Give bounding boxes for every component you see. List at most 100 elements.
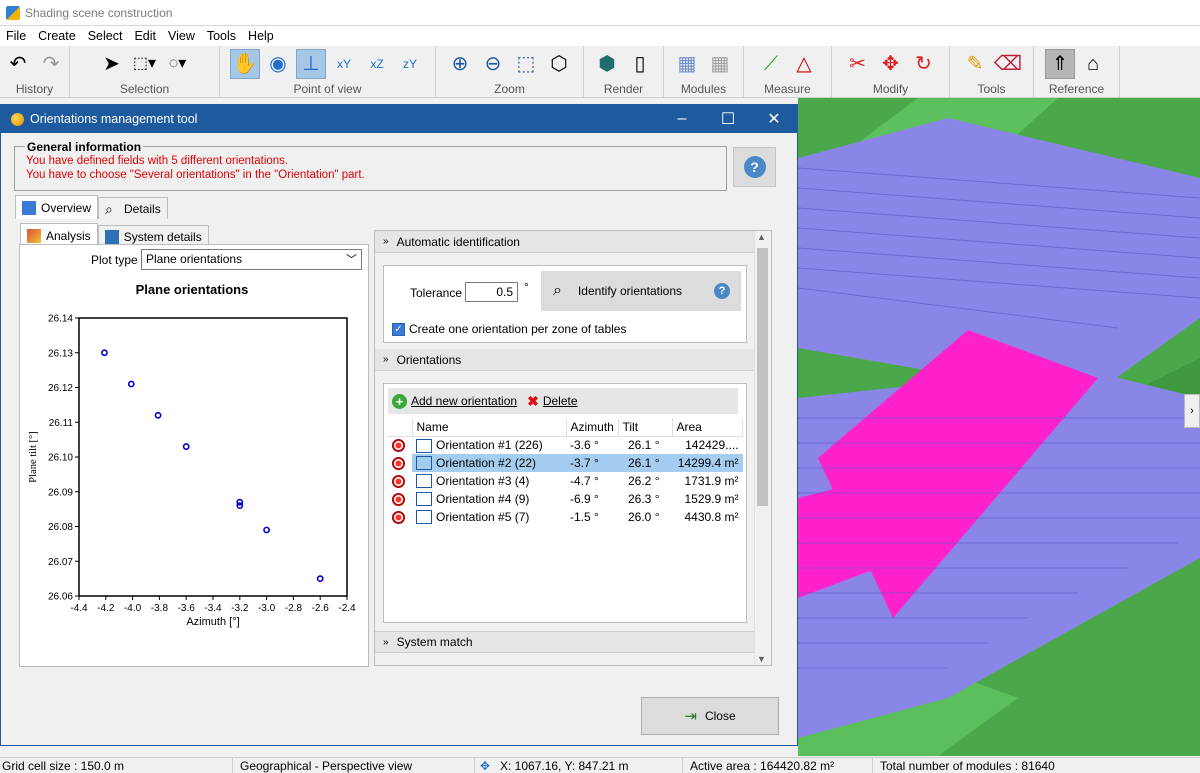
- identify-orientations-button[interactable]: ⌕ Identify orientations ?: [541, 271, 741, 311]
- measure-distance-icon[interactable]: ⟋: [764, 53, 778, 75]
- zoom-fit-icon[interactable]: ⬡: [550, 53, 568, 75]
- toolbar-label-tools: Tools: [977, 82, 1006, 96]
- toolbar-group-history: ↶ ↷ History: [0, 46, 70, 98]
- col-azimuth[interactable]: Azimuth: [566, 418, 619, 437]
- menu-view[interactable]: View: [167, 29, 195, 43]
- orientations-header[interactable]: » Orientations: [375, 349, 755, 371]
- tolerance-input[interactable]: 0.5: [465, 282, 518, 302]
- zy-plane-icon[interactable]: zY: [402, 57, 417, 71]
- menu-select[interactable]: Select: [87, 29, 123, 43]
- eraser-icon[interactable]: ⌫: [993, 53, 1023, 75]
- y-tick-label: 26.07: [48, 557, 73, 568]
- zone-per-table-checkbox[interactable]: ✓ Create one orientation per zone of tab…: [392, 322, 626, 336]
- panel-expand-arrow-icon[interactable]: ›: [1184, 394, 1200, 428]
- minimize-icon[interactable]: –: [677, 110, 687, 127]
- orientation-plane-icon: [416, 510, 432, 525]
- pencil-icon[interactable]: ✎: [966, 53, 984, 75]
- data-point: [236, 498, 244, 506]
- undo-icon[interactable]: ↶: [9, 53, 27, 75]
- data-point: [154, 411, 162, 419]
- orientation-visible-icon[interactable]: [392, 439, 405, 453]
- zoom-out-icon[interactable]: ⊖: [484, 53, 502, 75]
- row-azimuth: -6.9 °: [570, 492, 599, 506]
- toolbar-label-point-of-view: Point of view: [293, 82, 362, 96]
- dialog-title: Orientations management tool: [30, 112, 198, 126]
- row-azimuth: -1.5 °: [570, 510, 599, 524]
- analysis-chart-icon: [27, 228, 41, 243]
- scroll-down-icon[interactable]: ▼: [757, 654, 766, 664]
- col-tilt[interactable]: Tilt: [618, 418, 673, 437]
- chart-ticks: -4.4 -4.2 -4.0 -3.8 -3.6 -3.4 -3.2 -3.0 -2.8 -2.6…: [48, 314, 356, 615]
- close-button[interactable]: ⇥ Close: [641, 697, 779, 735]
- render-wire-icon[interactable]: ▯: [634, 53, 646, 75]
- orientation-visible-icon[interactable]: [392, 511, 405, 525]
- dialog-title-bar[interactable]: Orientations management tool – ☐ ✕: [1, 105, 797, 133]
- xz-plane-icon[interactable]: xZ: [370, 57, 384, 71]
- cut-icon[interactable]: ✂: [849, 53, 866, 75]
- table-row[interactable]: Orientation #2 (22) -3.7 ° 26.1 ° 14299.…: [388, 454, 743, 472]
- y-tick-label: 26.13: [48, 348, 73, 359]
- col-area[interactable]: Area: [672, 418, 743, 437]
- status-total-modules: Total number of modules : 81640: [880, 759, 1055, 773]
- xy-plane-icon[interactable]: xY: [336, 57, 351, 71]
- table-row[interactable]: Orientation #1 (226) -3.6 ° 26.1 ° 14242…: [388, 436, 743, 454]
- chart-title: Plane orientations: [136, 282, 249, 297]
- rotate-icon[interactable]: ↻: [915, 53, 932, 75]
- pointer-icon[interactable]: ➤: [103, 53, 120, 75]
- menu-create[interactable]: Create: [38, 29, 76, 43]
- menu-tools[interactable]: Tools: [206, 29, 237, 43]
- row-name: Orientation #5 (7): [436, 509, 530, 524]
- move-icon[interactable]: ✥: [882, 53, 899, 75]
- row-azimuth: -3.6 °: [570, 438, 599, 453]
- orientation-visible-icon[interactable]: [392, 475, 405, 489]
- rect-select-icon[interactable]: ⬚▾: [132, 55, 157, 72]
- close-window-icon[interactable]: ✕: [767, 111, 781, 128]
- modules-layout-icon[interactable]: ▦: [710, 53, 730, 75]
- delete-button[interactable]: ✖ Delete: [527, 393, 577, 410]
- table-row[interactable]: Orientation #3 (4) -4.7 ° 26.2 ° 1731.9 …: [388, 472, 743, 490]
- north-arrow-icon[interactable]: ⇑: [1045, 49, 1075, 79]
- identify-help-icon[interactable]: ?: [714, 283, 731, 299]
- auto-ident-header[interactable]: » Automatic identification: [375, 231, 755, 253]
- col-name[interactable]: Name: [412, 418, 567, 437]
- tab-analysis[interactable]: Analysis: [20, 223, 98, 247]
- add-orientation-button[interactable]: + Add new orientation: [392, 393, 517, 409]
- render-solid-icon[interactable]: ⬢: [598, 53, 616, 75]
- checkbox-label: Create one orientation per zone of table…: [409, 322, 627, 336]
- table-row[interactable]: Orientation #5 (7) -1.5 ° 26.0 ° 4430.8 …: [388, 508, 743, 526]
- app-title: Shading scene construction: [25, 5, 173, 20]
- tab-overview[interactable]: Overview: [15, 195, 99, 219]
- scroll-up-icon[interactable]: ▲: [757, 232, 766, 242]
- help-button[interactable]: ?: [733, 147, 776, 187]
- orbit-eye-icon[interactable]: ◉: [269, 53, 287, 75]
- maximize-icon[interactable]: ☐: [720, 111, 736, 128]
- lasso-select-icon[interactable]: ◌▾: [168, 55, 187, 72]
- orientations-body: + Add new orientation ✖ Delete Name Azim…: [383, 383, 747, 623]
- orientations-table: Name Azimuth Tilt Area Orientation #1 (2…: [388, 418, 743, 526]
- menu-file[interactable]: File: [6, 29, 27, 43]
- toolbar-group-measure: ⟋ △ Measure: [744, 46, 832, 98]
- table-row[interactable]: Orientation #4 (9) -6.9 ° 26.3 ° 1529.9 …: [388, 490, 743, 508]
- orientation-visible-icon[interactable]: [392, 457, 405, 471]
- orientation-visible-icon[interactable]: [392, 493, 405, 507]
- pan-hand-icon[interactable]: ✋: [230, 49, 260, 79]
- zoom-in-icon[interactable]: ⊕: [451, 53, 469, 75]
- tab-system-details[interactable]: System details: [97, 225, 209, 247]
- modules-grid-icon[interactable]: ▦: [677, 53, 697, 75]
- right-panel-scrollbar[interactable]: ▲ ▼: [754, 232, 770, 664]
- zoom-window-icon[interactable]: ⬚: [516, 53, 536, 75]
- chart-points: [101, 349, 324, 583]
- menu-help[interactable]: Help: [248, 29, 274, 43]
- redo-icon[interactable]: ↷: [42, 53, 60, 75]
- system-match-header[interactable]: » System match: [375, 631, 755, 653]
- measure-angle-icon[interactable]: △: [796, 53, 812, 75]
- scene-3d-view[interactable]: ›: [798, 98, 1200, 756]
- axes-icon[interactable]: ⊥: [296, 49, 326, 79]
- data-point: [101, 349, 108, 357]
- scroll-thumb[interactable]: [757, 248, 768, 506]
- menu-edit[interactable]: Edit: [134, 29, 156, 43]
- plot-type-select[interactable]: Plane orientations ﹀: [141, 249, 362, 270]
- scene-canvas[interactable]: [798, 98, 1200, 756]
- house-icon[interactable]: ⌂: [1086, 53, 1100, 75]
- tab-details[interactable]: ⌕ Details: [98, 197, 168, 219]
